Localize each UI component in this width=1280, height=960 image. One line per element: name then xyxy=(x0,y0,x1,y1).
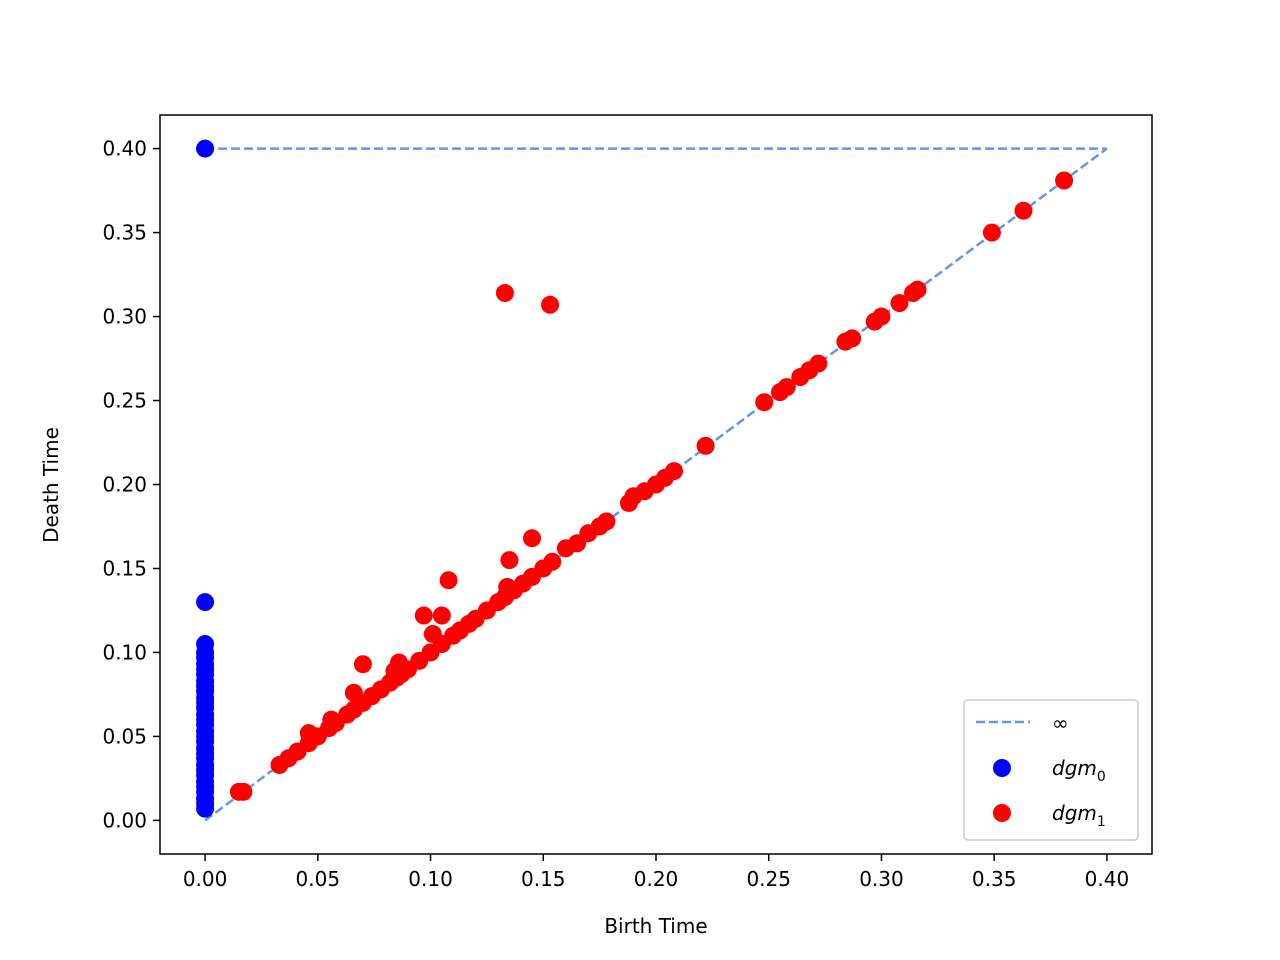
y-axis: 0.00 0.05 0.10 0.15 0.20 0.25 0.30 0.35 0.40 xyxy=(102,137,160,832)
point-dgm1 xyxy=(299,724,318,743)
y-tick-label: 0.05 xyxy=(102,724,147,748)
legend-label-dgm1: dgm1 xyxy=(1052,801,1106,830)
legend-marker-dgm0 xyxy=(993,759,1011,777)
y-tick-label: 0.20 xyxy=(102,473,147,497)
y-tick-label: 0.25 xyxy=(102,389,147,413)
point-dgm1 xyxy=(696,436,715,455)
legend-label-infinity: ∞ xyxy=(1052,711,1069,735)
point-dgm1 xyxy=(322,710,341,729)
point-dgm1 xyxy=(872,307,891,326)
point-dgm1 xyxy=(414,606,433,625)
point-dgm1 xyxy=(755,393,774,412)
point-dgm1 xyxy=(541,295,560,314)
plot-area xyxy=(196,139,1108,822)
point-dgm1 xyxy=(234,782,253,801)
point-dgm0 xyxy=(196,139,215,158)
legend: ∞ dgm0 dgm1 xyxy=(963,699,1139,841)
x-axis: 0.00 0.05 0.10 0.15 0.20 0.25 0.30 0.35 0.40 xyxy=(183,854,1129,891)
point-dgm1 xyxy=(597,512,616,531)
point-dgm1 xyxy=(385,661,404,680)
x-axis-label: Birth Time xyxy=(604,914,707,938)
point-dgm1 xyxy=(665,462,684,481)
point-dgm1 xyxy=(344,683,363,702)
x-tick-label: 0.40 xyxy=(1085,867,1130,891)
point-dgm1 xyxy=(843,329,862,348)
point-dgm1 xyxy=(439,571,458,590)
point-dgm1 xyxy=(777,378,796,397)
point-dgm1 xyxy=(423,624,442,643)
x-tick-label: 0.35 xyxy=(972,867,1017,891)
point-dgm1 xyxy=(432,606,451,625)
x-tick-label: 0.10 xyxy=(408,867,453,891)
x-tick-label: 0.00 xyxy=(183,867,228,891)
point-dgm1 xyxy=(1055,171,1074,190)
legend-label-dgm0: dgm0 xyxy=(1052,756,1106,785)
x-tick-label: 0.20 xyxy=(634,867,679,891)
point-dgm1 xyxy=(890,294,909,313)
legend-marker-dgm1 xyxy=(993,804,1011,822)
x-tick-label: 0.30 xyxy=(859,867,904,891)
point-dgm1 xyxy=(543,552,562,571)
point-dgm1 xyxy=(500,551,519,570)
x-tick-label: 0.25 xyxy=(746,867,791,891)
point-dgm1 xyxy=(353,655,372,674)
y-tick-label: 0.10 xyxy=(102,640,147,664)
y-tick-label: 0.00 xyxy=(102,808,147,832)
point-dgm1 xyxy=(1014,201,1033,220)
y-tick-label: 0.30 xyxy=(102,305,147,329)
y-tick-label: 0.15 xyxy=(102,556,147,580)
point-dgm1 xyxy=(495,284,514,303)
point-dgm1 xyxy=(498,577,517,596)
point-dgm0 xyxy=(196,799,215,818)
legend-box xyxy=(963,699,1139,841)
point-dgm1 xyxy=(523,529,541,548)
x-tick-label: 0.05 xyxy=(296,867,341,891)
point-dgm1 xyxy=(908,280,927,299)
point-dgm1 xyxy=(982,223,1001,242)
point-dgm1 xyxy=(809,354,828,373)
y-tick-label: 0.40 xyxy=(102,137,147,161)
y-axis-label: Death Time xyxy=(39,427,63,543)
x-tick-label: 0.15 xyxy=(521,867,566,891)
point-dgm0 xyxy=(196,593,215,612)
y-tick-label: 0.35 xyxy=(102,221,147,245)
